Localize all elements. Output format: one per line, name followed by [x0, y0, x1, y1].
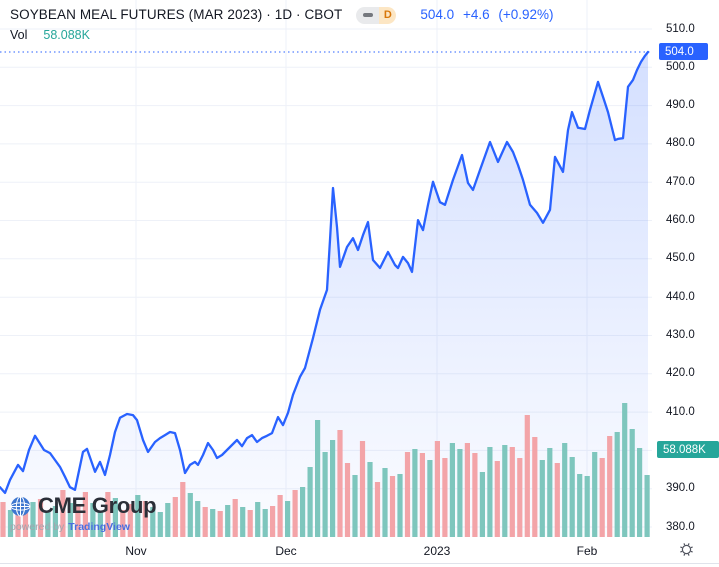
- volume-bars: [0, 403, 650, 537]
- volume-value: 58.088K: [43, 28, 90, 42]
- price-axis-label: 420.0: [666, 367, 695, 380]
- volume-label: Vol: [10, 28, 28, 42]
- time-axis-label: Nov: [125, 544, 147, 558]
- hide-indicator-icon[interactable]: [356, 6, 380, 24]
- price-axis-label: 380.0: [666, 520, 695, 533]
- price-change-value: +4.6: [462, 7, 490, 22]
- price-axis-label: 440.0: [666, 290, 695, 303]
- price-axis-label: 450.0: [666, 252, 695, 265]
- settings-gear-icon[interactable]: [678, 541, 695, 558]
- tradingview-link[interactable]: TradingView: [68, 521, 130, 533]
- time-axis-label: Feb: [576, 544, 598, 558]
- chart-legend: SOYBEAN MEAL FUTURES (MAR 2023) · 1D · C…: [10, 6, 559, 42]
- symbol-title: SOYBEAN MEAL FUTURES (MAR 2023) · 1D · C…: [10, 7, 343, 22]
- legend-toggle-pill[interactable]: D: [356, 6, 397, 24]
- brand-name: CME Group: [38, 493, 157, 518]
- price-axis-label: 410.0: [666, 405, 695, 418]
- last-price-value: 504.0: [420, 7, 455, 22]
- quote-values: 504.0 +4.6 (+0.92%): [420, 6, 558, 24]
- volume-badge: 58.088K: [657, 441, 719, 458]
- time-axis-label: Dec: [275, 544, 297, 558]
- price-axis-label: 470.0: [666, 175, 695, 188]
- price-axis-label: 500.0: [666, 60, 695, 73]
- area-fill: [0, 52, 648, 537]
- interval-badge[interactable]: D: [379, 6, 397, 24]
- price-change-percent: (+0.92%): [498, 7, 554, 22]
- time-axis[interactable]: Nov Dec 2023 Feb: [0, 537, 719, 563]
- axis-separator: [0, 563, 719, 564]
- price-axis-label: 480.0: [666, 137, 695, 150]
- cme-group-logo: CME Group powered by TradingView: [10, 493, 157, 533]
- globe-icon: [10, 495, 31, 517]
- last-price-badge: 504.0: [659, 43, 708, 61]
- price-axis-label: 430.0: [666, 328, 695, 341]
- price-axis-label: 490.0: [666, 99, 695, 112]
- time-axis-label: 2023: [423, 544, 451, 558]
- price-line: [0, 50, 650, 495]
- powered-by-label: powered by: [10, 521, 65, 533]
- price-axis-label: 460.0: [666, 214, 695, 227]
- price-axis-label: 390.0: [666, 482, 695, 495]
- price-axis-label: 510.0: [666, 22, 695, 35]
